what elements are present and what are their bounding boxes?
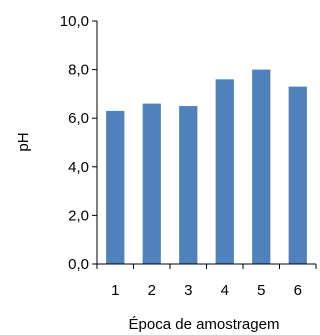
bar-4	[215, 79, 234, 264]
axes-layer	[92, 20, 317, 269]
bar-1	[106, 110, 125, 264]
bars-layer	[106, 69, 307, 265]
x-tick-label: 3	[184, 282, 192, 299]
labels-layer: 0,0 2,0 4,0 6,0 8,0 10,0 1 2 3 4 5 6	[60, 13, 302, 299]
bar-6	[288, 86, 307, 264]
y-tick-label: 10,0	[60, 13, 89, 30]
x-axis-title: Época de amostragem	[129, 316, 280, 333]
y-tick-label: 6,0	[68, 110, 89, 127]
x-tick-label: 5	[257, 282, 265, 299]
bar-2	[142, 103, 161, 265]
bar-5	[252, 69, 271, 264]
y-axis-title: pH	[15, 132, 32, 151]
x-tick-label: 1	[111, 282, 119, 299]
y-tick-label: 0,0	[68, 256, 89, 273]
x-tick-label: 6	[294, 282, 302, 299]
bar-3	[179, 106, 198, 264]
y-tick-label: 4,0	[68, 159, 89, 176]
x-tick-label: 2	[148, 282, 156, 299]
x-tick-label: 4	[221, 282, 229, 299]
y-tick-label: 2,0	[68, 207, 89, 224]
y-tick-label: 8,0	[68, 62, 89, 79]
